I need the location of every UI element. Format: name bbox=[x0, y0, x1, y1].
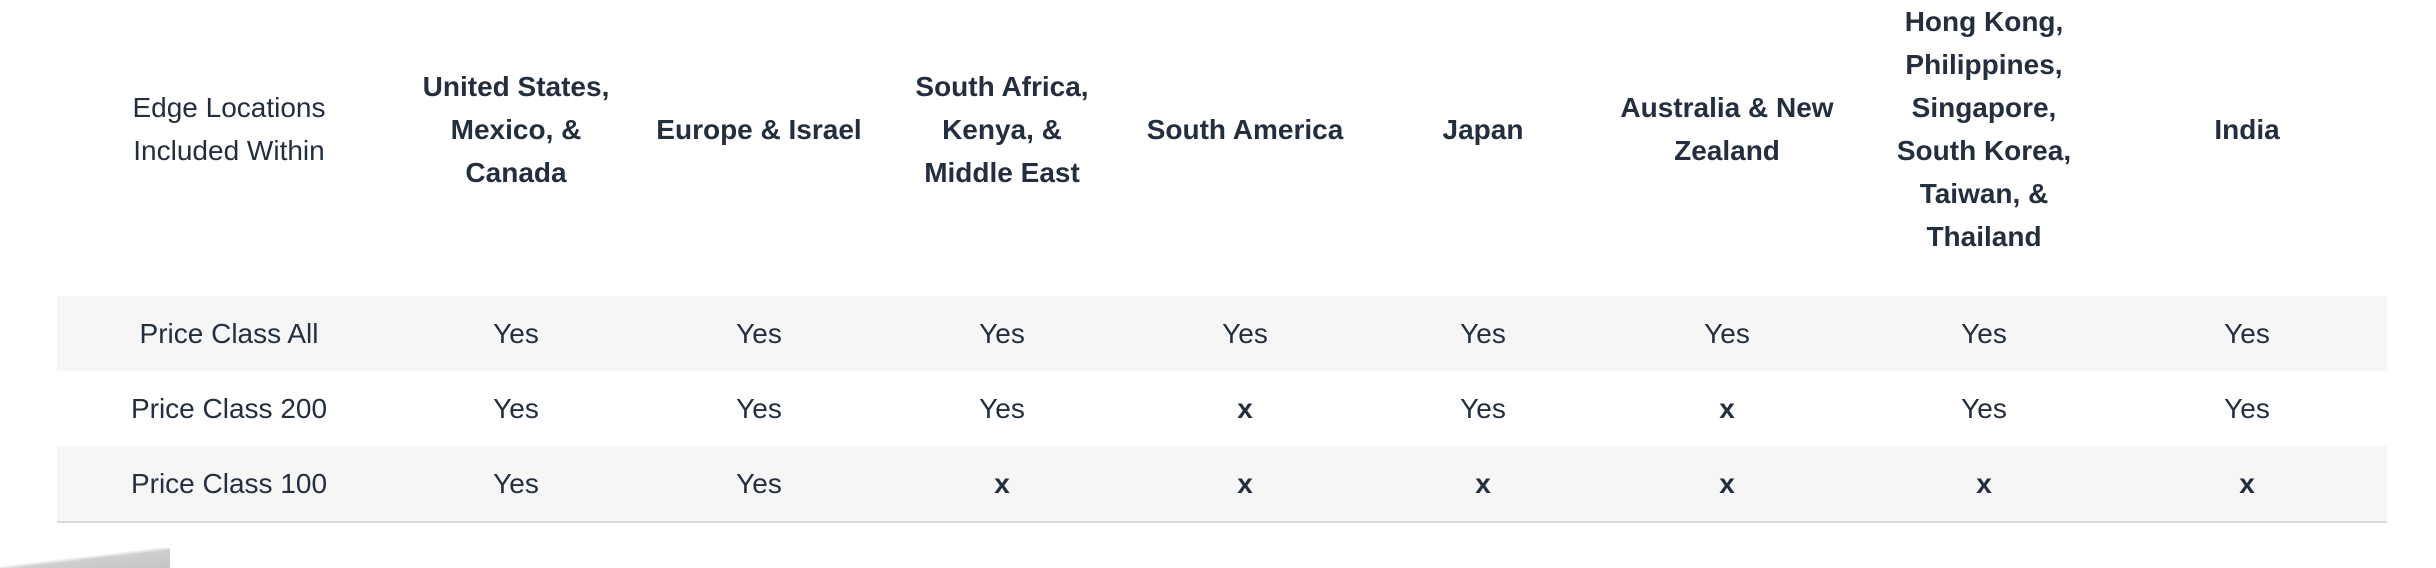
table-cell: Yes bbox=[631, 446, 887, 523]
table-cell: Yes bbox=[1593, 296, 1861, 371]
table-row-price-class-200: Price Class 200 Yes Yes Yes x Yes x Yes … bbox=[57, 371, 2387, 446]
table-cell: Yes bbox=[2107, 296, 2387, 371]
row-label: Price Class 100 bbox=[57, 446, 401, 523]
column-header-south-africa-kenya-middle-east: South Africa, Kenya, & Middle East bbox=[915, 70, 1089, 188]
table-row-price-class-all: Price Class All Yes Yes Yes Yes Yes Yes … bbox=[57, 296, 2387, 371]
table-cell: x bbox=[1861, 446, 2107, 523]
price-class-table: Edge Locations Included Within United St… bbox=[57, 0, 2387, 523]
table-cell: Yes bbox=[401, 296, 631, 371]
row-label: Price Class 200 bbox=[130, 392, 328, 424]
table-cell: x bbox=[1373, 446, 1593, 523]
table-cell: Yes bbox=[631, 296, 887, 371]
table-cell: Yes bbox=[1117, 296, 1373, 371]
table-cell: Yes bbox=[887, 296, 1117, 371]
column-header-australia-new-zealand: Australia & New Zealand bbox=[1620, 92, 1834, 166]
table-cell: Yes bbox=[1861, 296, 2107, 371]
column-header-asia-pacific: Hong Kong, Philippines, Singapore, South… bbox=[1896, 6, 2072, 252]
row-label: Price Class All bbox=[57, 296, 401, 371]
table-cell: x bbox=[1117, 446, 1373, 523]
table-cell: x bbox=[887, 446, 1117, 523]
table-cell: x bbox=[1593, 446, 1861, 523]
column-header-india: India bbox=[2214, 113, 2280, 145]
table-cell: Yes bbox=[2224, 392, 2270, 424]
table-cell: x bbox=[1237, 392, 1253, 424]
table-cell: Yes bbox=[736, 392, 782, 424]
column-header-japan: Japan bbox=[1442, 113, 1524, 145]
table-cell: x bbox=[1719, 392, 1735, 424]
column-header-edge-locations: Edge Locations Included Within bbox=[132, 92, 326, 166]
column-header-south-america: South America bbox=[1146, 113, 1344, 145]
page-corner-shadow bbox=[0, 548, 170, 568]
table-header-row: Edge Locations Included Within United St… bbox=[57, 0, 2387, 296]
table-row-price-class-100: Price Class 100 Yes Yes x x x x x x bbox=[57, 446, 2387, 523]
table-cell: Yes bbox=[493, 392, 539, 424]
table-cell: Yes bbox=[1373, 296, 1593, 371]
column-header-europe-israel: Europe & Israel bbox=[656, 113, 862, 145]
table-cell: Yes bbox=[1961, 392, 2007, 424]
column-header-us-mexico-canada: United States, Mexico, & Canada bbox=[422, 70, 610, 188]
table-cell: Yes bbox=[979, 392, 1025, 424]
table-cell: x bbox=[2107, 446, 2387, 523]
table-cell: Yes bbox=[401, 446, 631, 523]
price-class-table-container: Edge Locations Included Within United St… bbox=[57, 0, 2387, 523]
table-cell: Yes bbox=[1460, 392, 1506, 424]
